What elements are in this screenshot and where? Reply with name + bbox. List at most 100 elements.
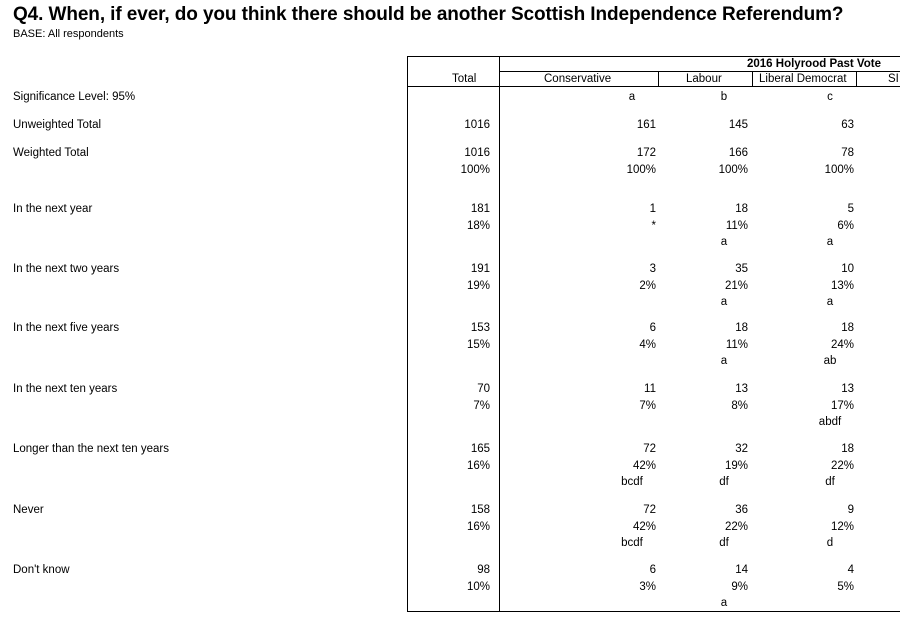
cell-labour: a <box>720 355 728 367</box>
cell-liberal-democrat: 78 <box>841 147 854 159</box>
cell-total: 158 <box>470 504 490 516</box>
cell-labour: 18 <box>735 203 748 215</box>
cell-conservative: 4% <box>639 338 656 351</box>
total-column-divider <box>499 56 500 612</box>
cell-liberal-democrat: 9 <box>847 504 854 516</box>
cell-liberal-democrat: abdf <box>818 416 842 428</box>
cell-labour: 22% <box>724 520 748 533</box>
cell-labour: 19% <box>724 459 748 472</box>
cell-liberal-democrat: 22% <box>830 459 854 472</box>
cell-liberal-democrat: 24% <box>830 338 854 351</box>
row-label: Unweighted Total <box>13 119 102 131</box>
cell-total: 16% <box>466 520 490 533</box>
cell-total: 19% <box>466 279 490 292</box>
cell-total: 7% <box>473 399 490 412</box>
row-label: Never <box>13 504 44 516</box>
header-bottom-border <box>407 86 900 87</box>
cell-total: 153 <box>470 322 490 334</box>
cell-labour: 35 <box>735 263 748 275</box>
row-label: In the next ten years <box>13 383 118 395</box>
cell-total: 16% <box>466 459 490 472</box>
cell-total: 100% <box>460 163 490 176</box>
cell-conservative: bcdf <box>621 537 643 549</box>
cell-labour: a <box>720 236 728 248</box>
cell-total: 1016 <box>464 119 490 131</box>
column-header-snp-partial: SI <box>888 73 899 85</box>
row-label: Weighted Total <box>13 147 89 159</box>
cell-liberal-democrat: 4 <box>847 564 854 576</box>
cell-liberal-democrat: 13 <box>841 383 854 395</box>
cell-liberal-democrat: df <box>825 476 835 488</box>
cell-total: 181 <box>470 203 490 215</box>
cell-conservative: 42% <box>632 459 656 472</box>
cell-conservative: 161 <box>636 119 656 131</box>
cell-labour: 14 <box>735 564 748 576</box>
cell-total: 10% <box>466 580 490 593</box>
cell-labour: b <box>720 91 728 103</box>
cell-total: 191 <box>470 263 490 275</box>
cell-conservative: 11 <box>644 383 656 395</box>
cell-labour: df <box>719 476 729 488</box>
cell-labour: 11% <box>725 338 748 351</box>
base-note: BASE: All respondents <box>13 28 124 40</box>
column-header-labour: Labour <box>686 73 722 85</box>
cell-liberal-democrat: 5% <box>837 580 854 593</box>
header-divider-lab-ld <box>752 71 753 87</box>
cell-labour: 9% <box>731 580 748 593</box>
cell-conservative: bcdf <box>621 476 643 488</box>
cell-labour: 13 <box>735 383 748 395</box>
column-header-total: Total <box>452 73 477 85</box>
cell-liberal-democrat: 63 <box>841 119 854 131</box>
cell-conservative: 72 <box>643 443 656 455</box>
cell-liberal-democrat: 18 <box>841 443 854 455</box>
cell-conservative: a <box>628 91 636 103</box>
cell-liberal-democrat: a <box>826 296 834 308</box>
row-label: Don't know <box>13 564 70 576</box>
cell-conservative: 3% <box>639 580 656 593</box>
question-title: Q4. When, if ever, do you think there sh… <box>13 4 844 25</box>
cell-liberal-democrat: 10 <box>841 263 854 275</box>
table-top-border <box>407 56 900 57</box>
cell-conservative: 6 <box>649 322 656 334</box>
cell-conservative: * <box>651 219 656 232</box>
row-label: Longer than the next ten years <box>13 443 169 455</box>
cell-total: 98 <box>477 564 490 576</box>
cell-conservative: 1 <box>649 203 656 215</box>
cell-labour: df <box>719 537 729 549</box>
row-label: In the next five years <box>13 322 120 334</box>
cell-liberal-democrat: 17% <box>830 399 854 412</box>
cell-total: 1016 <box>464 147 490 159</box>
cell-total: 165 <box>470 443 490 455</box>
cell-total: 15% <box>466 338 490 351</box>
cell-conservative: 172 <box>636 147 656 159</box>
cell-liberal-democrat: ab <box>823 355 837 367</box>
cell-liberal-democrat: c <box>827 91 833 103</box>
header-divider-con-lab <box>658 71 659 87</box>
row-label: Significance Level: 95% <box>13 91 136 103</box>
cell-labour: 100% <box>718 163 748 176</box>
cell-liberal-democrat: 13% <box>830 279 854 292</box>
cell-labour: 36 <box>735 504 748 516</box>
cell-conservative: 7% <box>639 399 656 412</box>
cell-labour: 145 <box>728 119 748 131</box>
cell-liberal-democrat: 100% <box>824 163 854 176</box>
cell-conservative: 100% <box>626 163 656 176</box>
cell-liberal-democrat: d <box>826 537 834 549</box>
cell-labour: 11% <box>725 219 748 232</box>
cell-conservative: 2% <box>639 279 656 292</box>
column-header-liberal-democrat: Liberal Democrat <box>759 73 847 85</box>
cell-liberal-democrat: 5 <box>847 203 854 215</box>
banner-header: 2016 Holyrood Past Vote <box>747 58 881 70</box>
cell-liberal-democrat: 18 <box>841 322 854 334</box>
cell-labour: 8% <box>731 399 748 412</box>
cell-conservative: 3 <box>649 263 656 275</box>
cell-total: 70 <box>477 383 490 395</box>
column-header-conservative: Conservative <box>544 73 612 85</box>
cell-labour: 18 <box>735 322 748 334</box>
row-label: In the next year <box>13 203 93 215</box>
cell-liberal-democrat: 12% <box>830 520 854 533</box>
banner-underline <box>499 71 900 72</box>
cell-conservative: 72 <box>643 504 656 516</box>
cell-conservative: 42% <box>632 520 656 533</box>
table-left-border <box>407 56 408 612</box>
